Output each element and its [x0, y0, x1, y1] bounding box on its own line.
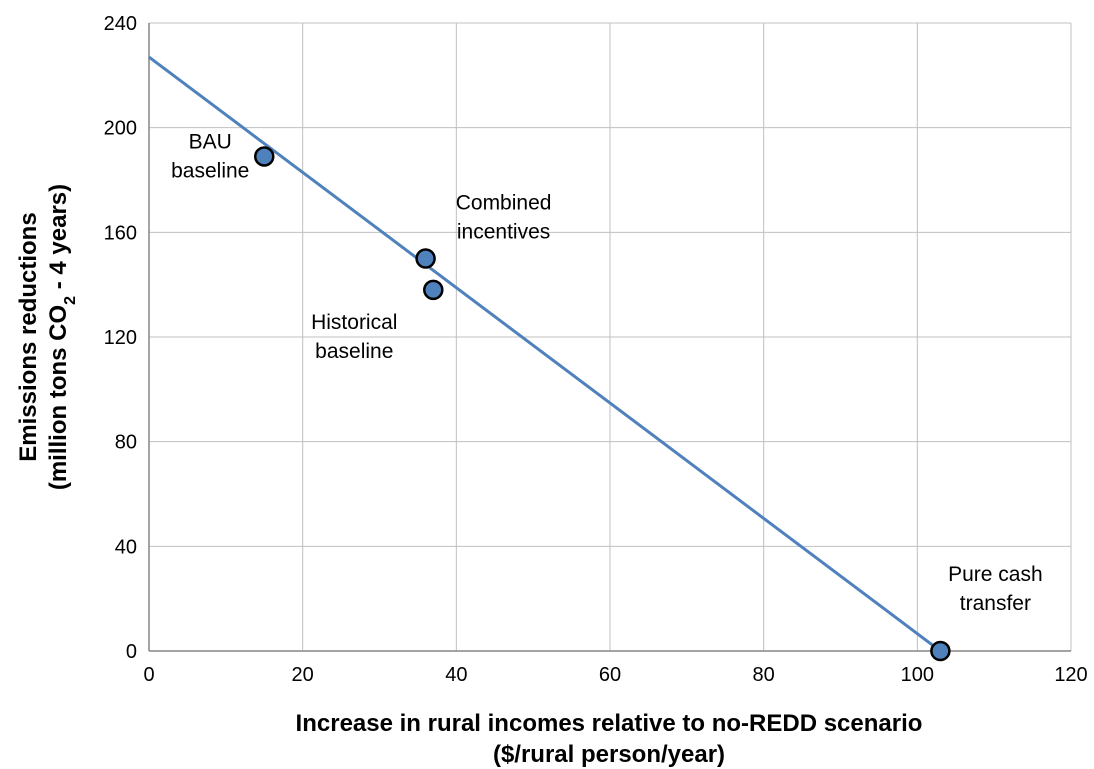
y-tick-label: 40 [115, 536, 137, 558]
x-tick-label: 0 [143, 664, 154, 686]
y-axis-title-subscript: 2 [62, 296, 79, 305]
x-tick-label: 80 [753, 664, 775, 686]
tick-labels: 0 40 80 120 160 200 240 0 20 40 60 80 100 120 [104, 13, 1088, 686]
x-tick-label: 120 [1054, 664, 1087, 686]
point-label: incentives [457, 221, 550, 244]
data-point [423, 279, 444, 301]
data-points [254, 146, 951, 662]
y-tick-label: 160 [104, 222, 137, 244]
point-label: Historical [311, 311, 397, 334]
y-tick-label: 240 [104, 13, 137, 35]
x-axis-title-line-1: Increase in rural incomes relative to no… [296, 710, 923, 737]
y-axis-title-line-2: (million tons CO2 - 4 years) [45, 184, 79, 490]
data-point [415, 248, 436, 269]
axes [148, 23, 1071, 652]
x-tick-label: 20 [292, 664, 314, 686]
point-label: Combined [456, 192, 552, 215]
data-point [930, 640, 951, 662]
y-axis-title: Emissions reductions (million tons CO2 -… [15, 184, 79, 490]
x-tick-label: 60 [599, 664, 621, 686]
point-annotations: BAU baseline Combined incentives Historical b… [171, 130, 1043, 615]
data-point [254, 146, 275, 167]
point-label: Pure cash [948, 563, 1043, 586]
y-axis-title-suffix: - 4 years) [45, 184, 72, 296]
y-axis-title-prefix: (million tons CO [45, 305, 72, 490]
point-label: BAU [189, 130, 232, 153]
trendline [148, 55, 942, 653]
grid-lines [149, 22, 1072, 651]
x-tick-label: 100 [901, 664, 934, 686]
y-axis-title-line-1: Emissions reductions [15, 212, 42, 461]
point-label: baseline [171, 159, 249, 182]
y-tick-label: 200 [104, 118, 137, 140]
y-tick-label: 120 [104, 327, 137, 349]
x-axis-title-line-2: ($/rural person/year) [493, 741, 725, 768]
y-tick-label: 0 [126, 641, 137, 663]
point-label: baseline [315, 340, 393, 363]
y-tick-label: 80 [115, 432, 137, 454]
point-label: transfer [960, 592, 1031, 615]
trendline-group [148, 55, 942, 653]
x-tick-label: 40 [445, 664, 467, 686]
